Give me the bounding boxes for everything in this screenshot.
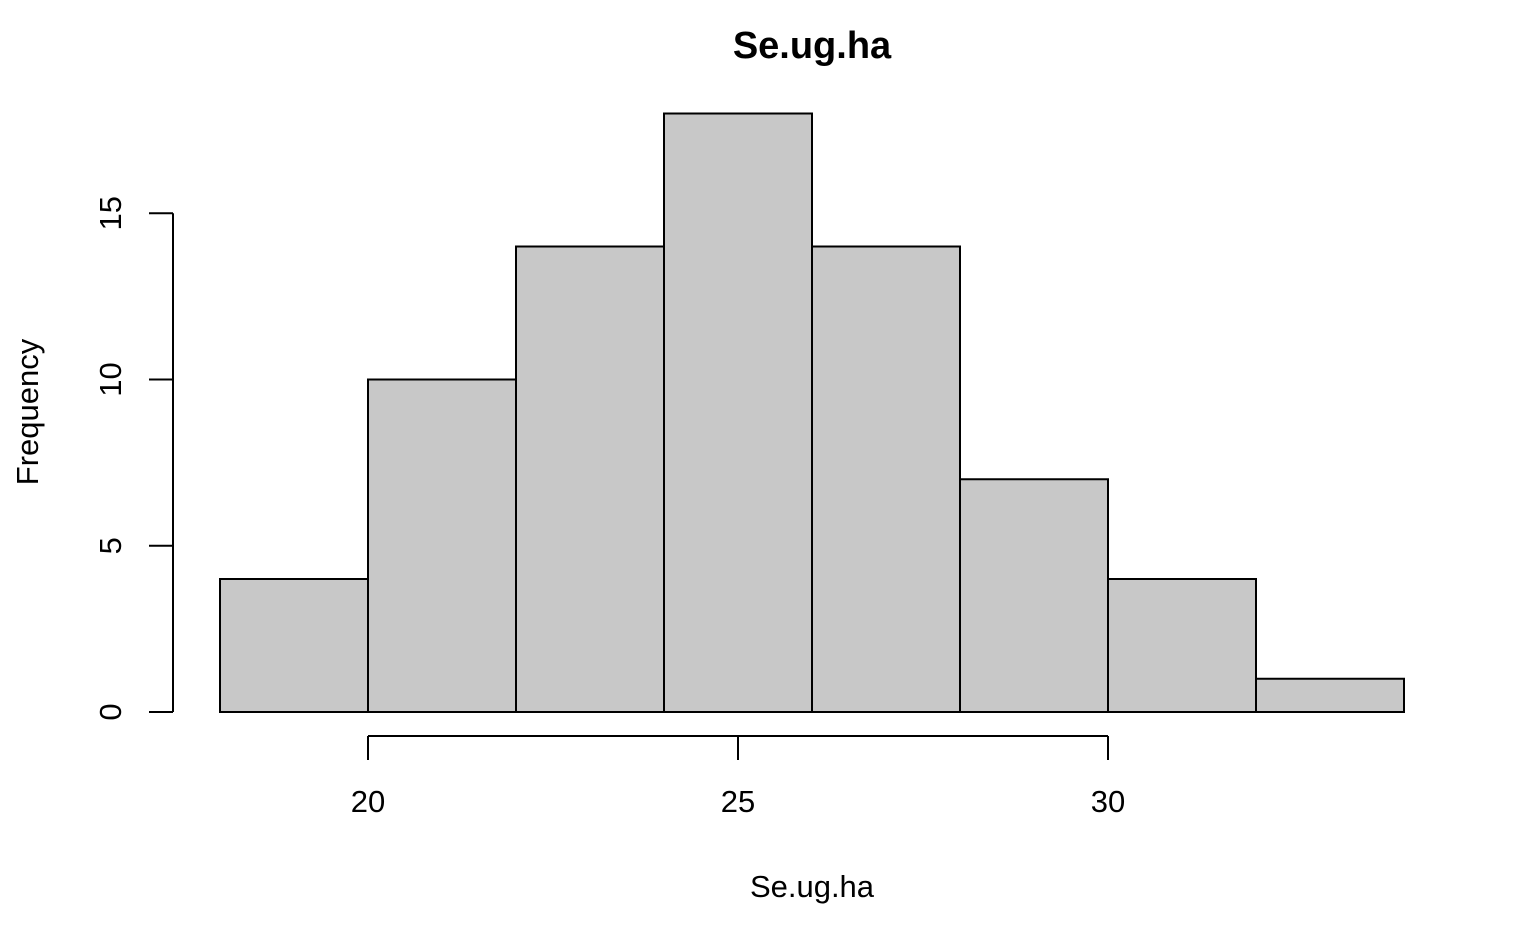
x-axis-label: Se.ug.ha bbox=[750, 869, 875, 904]
bars-group bbox=[219, 112, 1405, 713]
histogram-bar-3 bbox=[663, 112, 813, 713]
histogram-bar-4 bbox=[811, 245, 961, 713]
y-tick-label-15: 15 bbox=[93, 196, 128, 230]
histogram-bar-5 bbox=[959, 478, 1109, 713]
histogram-bar-1 bbox=[367, 378, 517, 713]
y-axis: 0 5 10 15 bbox=[93, 196, 174, 721]
histogram-bar-7 bbox=[1255, 677, 1405, 713]
histogram-bar-2 bbox=[515, 245, 665, 713]
x-tick-label-25: 25 bbox=[721, 784, 755, 819]
x-tick-label-30: 30 bbox=[1091, 784, 1125, 819]
chart-title: Se.ug.ha bbox=[733, 25, 892, 67]
y-axis-label: Frequency bbox=[10, 338, 45, 485]
x-tick-label-20: 20 bbox=[351, 784, 385, 819]
y-tick-label-0: 0 bbox=[93, 703, 128, 720]
x-axis: 20 25 30 bbox=[351, 735, 1125, 819]
histogram-bar-6 bbox=[1107, 578, 1257, 713]
histogram-bar-0 bbox=[219, 578, 369, 713]
y-tick-label-10: 10 bbox=[93, 362, 128, 396]
y-tick-label-5: 5 bbox=[93, 537, 128, 554]
